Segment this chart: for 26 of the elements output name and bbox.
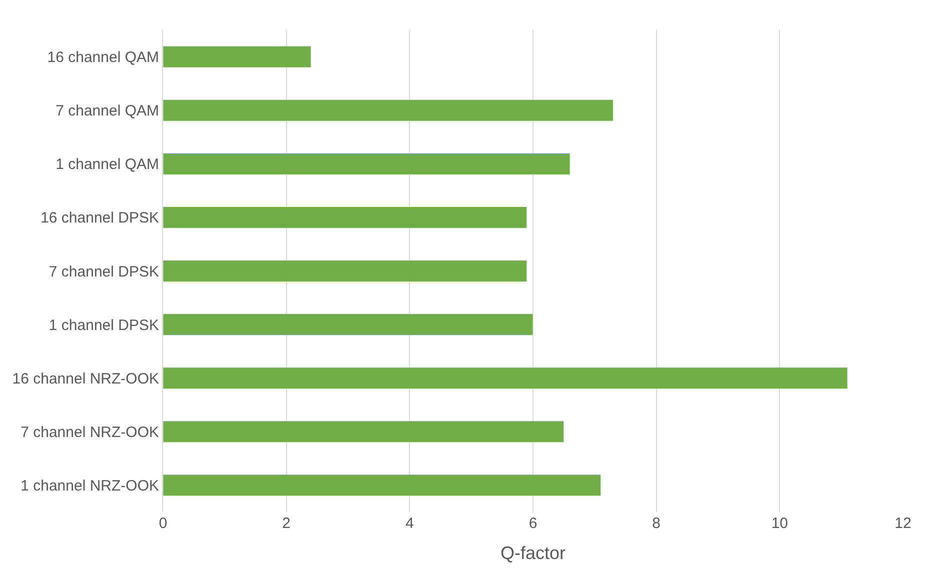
bar — [163, 474, 602, 496]
bar — [163, 260, 528, 282]
bar — [163, 152, 570, 175]
y-tick-label: 7 channel DPSK — [48, 263, 159, 280]
y-tick-label: 16 channel DPSK — [40, 210, 159, 227]
x-axis-title: Q-factor — [500, 543, 566, 564]
y-tick-label: 7 channel QAM — [56, 102, 159, 120]
x-tick-label: 4 — [406, 515, 414, 532]
y-tick-label: 16 channel NRZ-OOK — [12, 370, 159, 388]
x-tick-label: 2 — [282, 515, 290, 532]
y-tick-label: 1 channel DPSK — [48, 316, 159, 334]
bar — [163, 314, 534, 336]
x-tick-label: 10 — [771, 515, 788, 532]
x-tick-label: 0 — [158, 515, 168, 532]
x-tick-label: 12 — [894, 515, 912, 532]
bar — [163, 99, 614, 122]
y-tick-label: 16 channel QAM — [47, 49, 159, 66]
x-tick-label: 8 — [652, 515, 660, 532]
bar — [163, 367, 848, 390]
y-tick-label: 1 channel NRZ-OOK — [20, 477, 159, 494]
bar — [163, 206, 528, 228]
y-tick-label: 1 channel QAM — [56, 156, 159, 174]
x-tick-label: 6 — [528, 515, 538, 532]
y-tick-label: 7 channel NRZ-OOK — [20, 424, 159, 441]
bar — [163, 420, 564, 443]
bar — [163, 46, 312, 68]
